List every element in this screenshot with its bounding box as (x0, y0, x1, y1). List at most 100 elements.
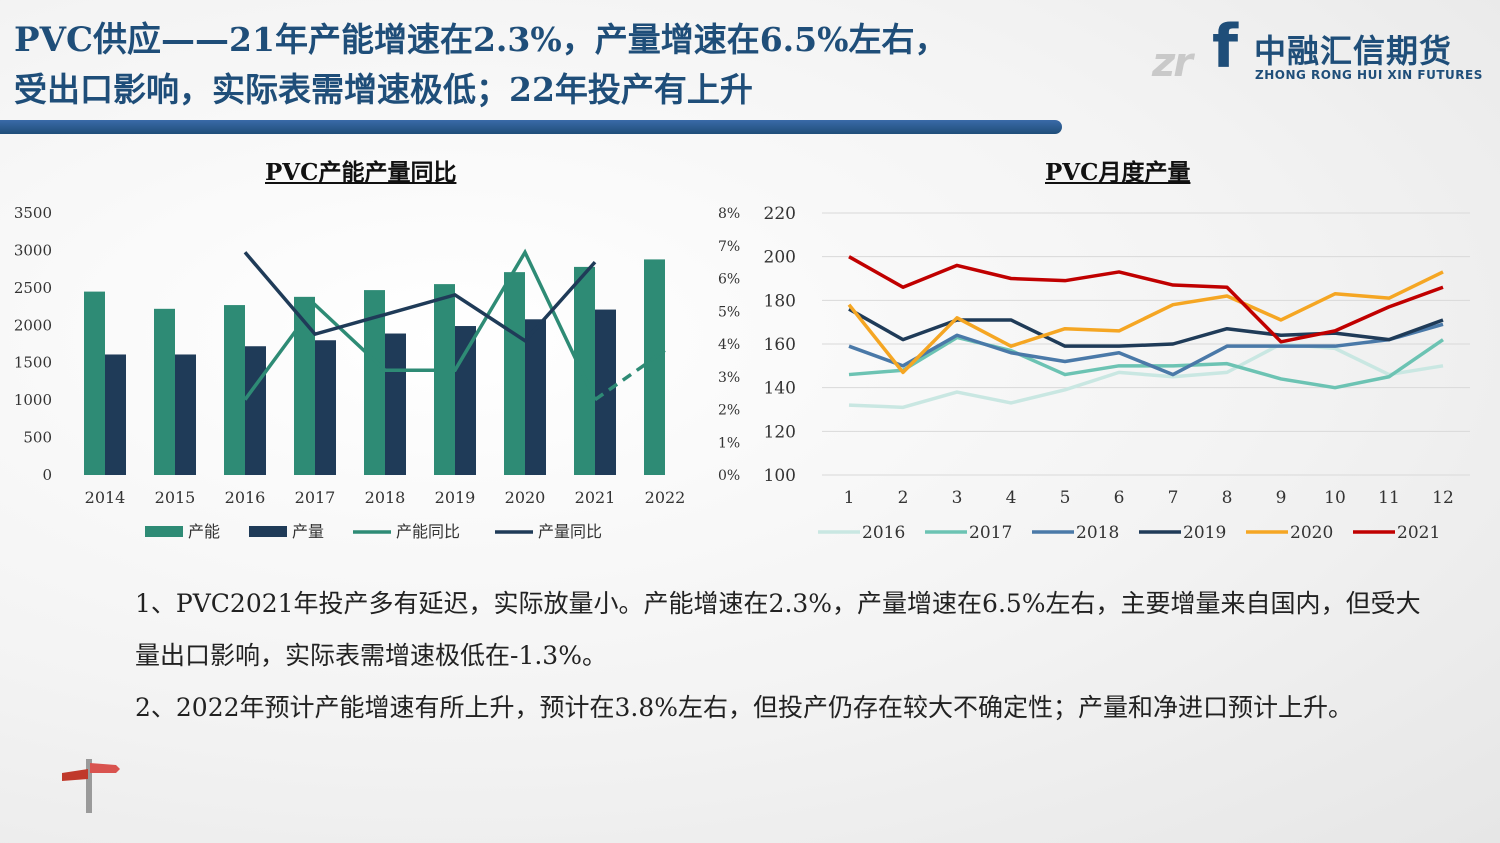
chart1-title: PVC产能产量同比 (265, 159, 457, 186)
title-main: PVC供应—— (14, 20, 230, 60)
legend-swatch-产量 (249, 526, 287, 537)
logo-zr-mark: zr (1152, 40, 1193, 86)
bar-产量-2016 (245, 346, 266, 475)
x-tick-label: 3 (952, 488, 963, 508)
x-tick-label: 8 (1222, 488, 1233, 508)
bar-产能-2016 (224, 305, 245, 475)
x-tick-label: 1 (844, 488, 855, 508)
signpost-icon (62, 759, 120, 813)
legend-label-产能同比: 产能同比 (396, 522, 460, 541)
x-tick-label: 2 (898, 488, 909, 508)
x-tick-label: 2016 (225, 488, 266, 507)
legend-label-产量: 产量 (292, 522, 324, 541)
line-series-2019 (848, 307, 1444, 348)
y-tick-label: 1000 (14, 391, 52, 409)
y2-tick-label: 2% (718, 403, 740, 419)
bar-产量-2019 (455, 326, 476, 475)
body-text: 1、PVC2021年投产多有延迟，实际放量小。产能增速在2.3%，产量增速在6.… (135, 578, 1435, 734)
logo-name-cn: 中融汇信期货 (1254, 32, 1453, 70)
x-tick-label: 2014 (85, 488, 126, 507)
x-tick-label: 2020 (505, 488, 546, 507)
y-tick-label: 2500 (14, 279, 52, 297)
title-sub: 21年产能增速在2.3%，产量增速在6.5%左右， (229, 20, 948, 59)
paragraph-1: 1、PVC2021年投产多有延迟，实际放量小。产能增速在2.3%，产量增速在6.… (135, 589, 1421, 670)
y-tick-label: 2000 (14, 316, 52, 334)
bar-产量-2018 (385, 333, 406, 475)
bar-产量-2020 (525, 319, 546, 475)
legend-label-2018: 2018 (1076, 523, 1119, 543)
y2-tick-label: 0% (718, 468, 740, 484)
legend-label-2019: 2019 (1183, 523, 1226, 543)
paragraph-2: 2、2022年预计产能增速有所上升，预计在3.8%左右，但投产仍存在较大不确定性… (135, 693, 1354, 722)
x-tick-label: 2021 (575, 488, 616, 507)
line-产能同比-forecast (593, 349, 667, 402)
line-series-2020 (847, 270, 1444, 375)
y-tick-label: 140 (764, 379, 796, 399)
bar-产量-2014 (105, 354, 126, 475)
title-line-1: PVC供应——21年产能增速在2.3%，产量增速在6.5%左右， (14, 14, 1164, 66)
y2-tick-label: 4% (718, 337, 740, 353)
line-series-2018 (848, 322, 1444, 377)
y-tick-label: 0 (42, 466, 52, 484)
y2-tick-label: 1% (718, 435, 740, 451)
x-tick-label: 2022 (645, 488, 686, 507)
bar-产能-2018 (364, 290, 385, 475)
line-series-2017 (848, 335, 1444, 390)
y-tick-label: 120 (764, 422, 796, 442)
title-line-2: 受出口影响，实际表需增速极低；22年投产有上升 (14, 70, 753, 109)
bar-产量-2017 (315, 340, 336, 475)
legend-label-2020: 2020 (1290, 523, 1333, 543)
line-series-2021 (848, 255, 1444, 344)
y2-tick-label: 3% (718, 370, 740, 386)
bar-产能-2022 (644, 259, 665, 475)
y2-tick-label: 7% (718, 239, 740, 255)
bar-产能-2017 (294, 296, 315, 475)
y-tick-label: 200 (764, 248, 796, 268)
line-series-2016 (848, 342, 1444, 410)
x-tick-label: 7 (1168, 488, 1179, 508)
bar-产量-2021 (595, 309, 616, 475)
logo-name-en: ZHONG RONG HUI XIN FUTURES (1255, 68, 1483, 82)
x-tick-label: 4 (1006, 488, 1017, 508)
x-tick-label: 9 (1276, 488, 1287, 508)
y2-tick-label: 5% (718, 304, 740, 320)
legend-label-2021: 2021 (1397, 523, 1440, 543)
bar-产能-2014 (84, 291, 105, 475)
y-tick-label: 180 (764, 291, 796, 311)
line-产量同比 (243, 251, 597, 344)
bar-产能-2019 (434, 284, 455, 475)
y-tick-label: 3500 (14, 204, 52, 222)
y-tick-label: 220 (764, 204, 796, 224)
legend-label-2016: 2016 (862, 523, 905, 543)
chart2-title: PVC月度产量 (1045, 159, 1191, 186)
x-tick-label: 12 (1432, 488, 1454, 508)
legend-label-产能: 产能 (188, 522, 220, 541)
legend-label-产量同比: 产量同比 (538, 522, 602, 541)
x-tick-label: 10 (1324, 488, 1346, 508)
page-title: PVC供应——21年产能增速在2.3%，产量增速在6.5%左右， 受出口影响，实… (14, 14, 1164, 114)
y-tick-label: 3000 (14, 241, 52, 259)
x-tick-label: 6 (1114, 488, 1125, 508)
x-tick-label: 2015 (155, 488, 196, 507)
y-tick-label: 1500 (14, 354, 52, 372)
bar-产能-2015 (154, 308, 175, 475)
company-logo: zr f 中融汇信期货 ZHONG RONG HUI XIN FUTURES (1152, 12, 1482, 88)
bar-产能-2020 (504, 272, 525, 475)
x-tick-label: 5 (1060, 488, 1071, 508)
chart-capacity-production: 0 500 1000 1500 2000 2500 3000 3500 0% 1% 2% 3% 4% 5%… (14, 204, 740, 541)
y2-tick-label: 8% (718, 206, 740, 222)
x-tick-label: 2018 (365, 488, 406, 507)
y-tick-label: 100 (764, 466, 796, 486)
y2-tick-label: 6% (718, 272, 740, 288)
x-tick-label: 11 (1378, 488, 1400, 508)
bar-产能-2021 (574, 266, 595, 475)
legend-swatch-产能 (145, 526, 183, 537)
y-tick-label: 500 (23, 429, 52, 447)
legend-label-2017: 2017 (969, 523, 1012, 543)
logo-f-mark: f (1212, 12, 1239, 82)
y-tick-label: 160 (764, 335, 796, 355)
x-tick-label: 2017 (295, 488, 336, 507)
x-tick-label: 2019 (435, 488, 476, 507)
bar-产量-2015 (175, 354, 196, 475)
